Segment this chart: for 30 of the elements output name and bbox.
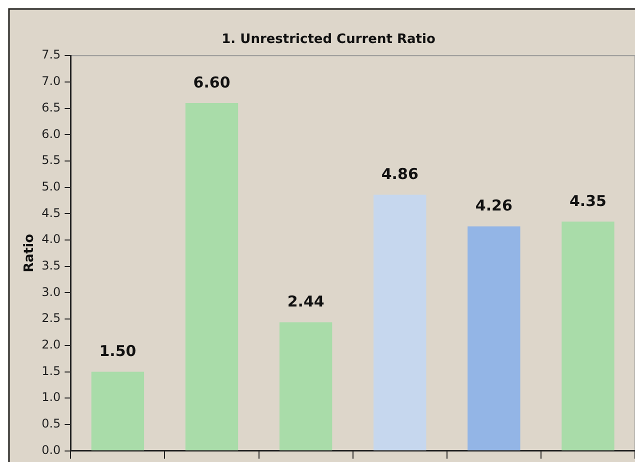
data-label: 4.86 xyxy=(381,165,418,184)
chart-title: 1. Unrestricted Current Ratio xyxy=(222,32,436,48)
y-tick-label: 0.5 xyxy=(42,416,61,431)
y-tick-label: 3.0 xyxy=(42,284,61,299)
y-tick-label: 5.0 xyxy=(42,179,61,194)
y-tick-label: 1.0 xyxy=(42,390,61,404)
bar xyxy=(185,103,238,450)
bar xyxy=(91,372,144,450)
y-tick-label: 5.5 xyxy=(42,153,61,168)
y-tick-label: 1.5 xyxy=(42,364,61,378)
y-tick-label: 6.5 xyxy=(42,100,61,114)
y-tick-label: 4.5 xyxy=(42,206,61,220)
y-tick-label: 6.0 xyxy=(42,126,61,141)
data-label: 4.26 xyxy=(475,196,512,215)
y-tick-label: 7.0 xyxy=(42,74,61,88)
bar xyxy=(468,226,520,450)
data-label: 2.44 xyxy=(287,292,324,311)
bar xyxy=(562,222,614,450)
data-label: 4.35 xyxy=(569,192,606,210)
y-tick-label: 3.5 xyxy=(42,258,61,272)
y-axis-title: Ratio xyxy=(22,234,38,272)
y-tick-label: 2.0 xyxy=(42,338,61,352)
y-tick-label: 4.0 xyxy=(42,232,61,246)
y-tick-label: 0.0 xyxy=(42,442,61,457)
data-label: 1.50 xyxy=(99,342,136,360)
bar xyxy=(374,194,426,450)
data-label: 6.60 xyxy=(193,73,230,92)
bar xyxy=(279,322,332,450)
y-tick-label: 2.5 xyxy=(42,311,61,326)
y-tick-label: 7.5 xyxy=(42,48,61,62)
